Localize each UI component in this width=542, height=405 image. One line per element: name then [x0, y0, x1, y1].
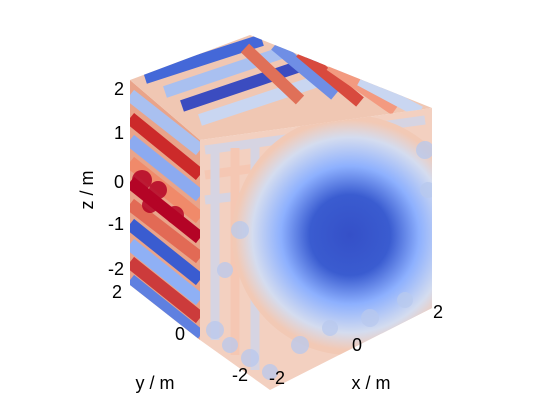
z-axis-label: z / m: [77, 171, 97, 210]
z-tick-0: 0: [114, 172, 124, 192]
z-tick-neg2: -2: [108, 259, 124, 279]
y-tick-0: 0: [175, 324, 185, 344]
x-tick-0: 0: [352, 335, 362, 355]
y-axis-label: y / m: [136, 373, 175, 393]
y-tick-neg2: -2: [232, 365, 248, 385]
y-tick-2: 2: [112, 282, 122, 302]
z-tick-1: 1: [114, 123, 124, 143]
x-tick-2: 2: [433, 302, 443, 322]
x-axis-ticks: -2 0 2: [269, 302, 443, 388]
z-axis-ticks: 2 1 0 -1 -2: [108, 79, 124, 279]
y-axis-ticks: 2 0 -2: [112, 282, 248, 385]
z-tick-2: 2: [114, 79, 124, 99]
z-tick-neg1: -1: [108, 214, 124, 234]
x-tick-neg2: -2: [269, 368, 285, 388]
cube-face-right: [200, 108, 432, 390]
x-axis-label: x / m: [352, 373, 391, 393]
